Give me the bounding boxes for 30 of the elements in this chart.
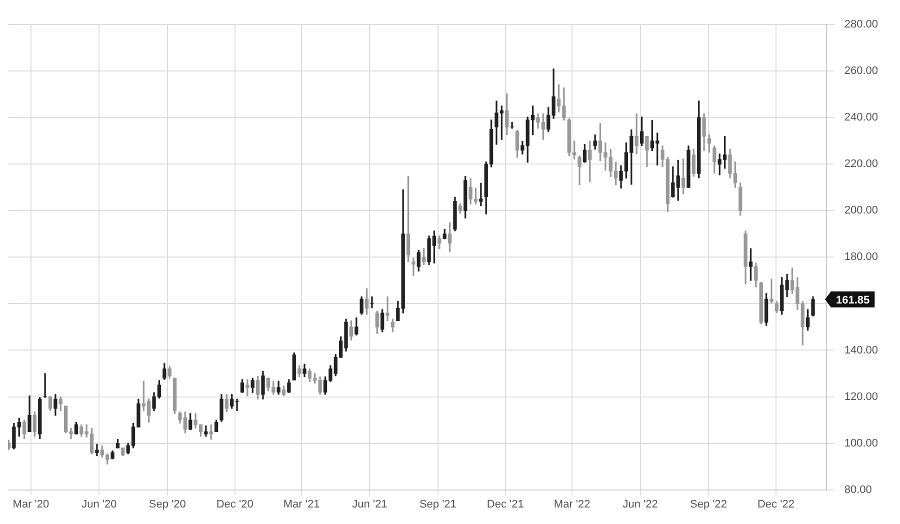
x-tick-label: Dec '21: [486, 498, 524, 510]
y-tick-label: 140.00: [844, 344, 878, 356]
y-tick-label: 100.00: [844, 437, 878, 450]
x-tick-label: Jun '20: [82, 498, 117, 510]
y-tick-label: 180.00: [844, 251, 878, 264]
y-tick-label: 200.00: [844, 204, 878, 217]
x-tick-label: Sep '22: [690, 498, 727, 510]
x-tick-label: Dec '20: [216, 498, 254, 510]
y-tick-label: 80.00: [844, 484, 872, 496]
x-tick-label: Jun '21: [352, 498, 388, 510]
x-tick-label: Mar '22: [554, 498, 590, 510]
annotation: 161.85: [836, 294, 870, 306]
y-tick-label: 220.00: [844, 158, 878, 170]
candlestick: [95, 444, 99, 456]
candlestick: [412, 258, 416, 276]
x-tick-label: Dec '22: [757, 498, 794, 510]
y-tick-label: 260.00: [844, 65, 878, 78]
candlestick: [246, 379, 250, 396]
candlestick: [386, 296, 390, 322]
candlestick: [770, 278, 774, 304]
x-tick-label: Sep '21: [419, 498, 456, 510]
x-tick-label: Jun '22: [622, 498, 658, 510]
y-tick-label: 120.00: [844, 390, 878, 403]
candlestick: [510, 122, 514, 129]
x-tick-label: Sep '20: [148, 498, 186, 510]
candlestick: [479, 182, 483, 206]
y-tick-label: 240.00: [844, 112, 878, 124]
x-tick-label: Mar '20: [12, 498, 50, 510]
y-tick-label: 280.00: [844, 18, 878, 31]
x-tick-label: Mar '21: [283, 498, 320, 510]
